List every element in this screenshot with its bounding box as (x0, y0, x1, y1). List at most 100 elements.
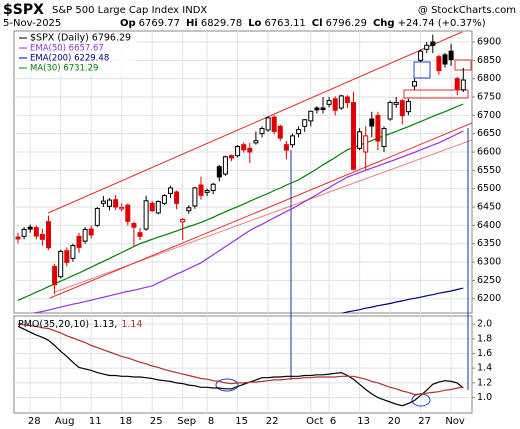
legend-entry: 1.14 (121, 319, 142, 330)
lower-grid (14, 316, 472, 413)
y-tick-label: 6650 (477, 128, 501, 139)
candle-body (357, 131, 363, 149)
candle-body (253, 140, 259, 144)
candle-body (198, 184, 204, 196)
y-tick-label: 6700 (477, 110, 501, 121)
candle-body (326, 100, 332, 105)
x-tick-label: 22 (266, 416, 279, 427)
candle-body (235, 146, 241, 157)
candle-body (351, 102, 356, 170)
candle-body (168, 187, 173, 194)
candle-body (131, 223, 137, 228)
candle-body (174, 191, 180, 204)
stat-value: 6763.11 (264, 18, 305, 29)
x-tick-label: 20 (388, 416, 401, 427)
candle-body (222, 156, 228, 175)
candle-body (363, 135, 369, 153)
index-name-text: S&P 500 Large Cap Index (52, 5, 179, 16)
candle-body (161, 195, 167, 204)
candle-body (387, 102, 393, 120)
candle-body (119, 206, 125, 210)
marker-ellipse (215, 378, 239, 392)
candle-body (204, 190, 210, 193)
candle-body (82, 228, 88, 242)
candle-body (76, 235, 82, 248)
plot-layer (15, 34, 466, 313)
lower-frame (13, 315, 473, 414)
candle-body (241, 144, 247, 151)
candle-body (107, 199, 112, 207)
y-tick-label: 6450 (477, 202, 501, 213)
candle-body (296, 129, 302, 135)
y-tick-label: 6800 (477, 73, 501, 84)
stat-value: 6796.29 (326, 18, 367, 29)
annotations (47, 31, 472, 299)
candle-body (113, 199, 119, 208)
source: @ StockCharts.com (418, 5, 516, 16)
candle-body (137, 232, 143, 237)
candle-body (94, 207, 100, 226)
legend-entry: MA(30) 6731.29 (30, 64, 98, 74)
stat-label: Hi (186, 18, 198, 29)
panel-title: PMO(35,20,10) (18, 319, 89, 330)
y-tick-label: 1.0 (477, 392, 492, 403)
candle-body (283, 144, 289, 151)
candle-body (21, 228, 27, 237)
candle-body (314, 107, 320, 111)
candle-body (58, 250, 64, 278)
candle-body (271, 116, 277, 132)
y-tick-label: 2.0 (477, 319, 492, 330)
y-tick-label: 6900 (477, 37, 501, 48)
candle-body (125, 204, 131, 222)
candle-body (418, 50, 424, 61)
red-box (403, 89, 469, 99)
x-tick-label: 28 (28, 416, 41, 427)
date: 5-Nov-2025 (3, 18, 61, 29)
y-tick-label: 6750 (477, 92, 501, 103)
y-tick-label: 6250 (477, 275, 501, 286)
candle-body (247, 147, 253, 153)
x-tick-label: Nov (445, 416, 465, 427)
index-name: S&P 500 Large Cap Index INDX (52, 5, 207, 16)
y-tick-label: 6600 (477, 147, 501, 158)
candle-body (70, 245, 76, 259)
candle-body (338, 95, 344, 109)
blue-box (413, 61, 431, 79)
candle-body (229, 155, 234, 159)
symbol: $SPX (3, 2, 44, 18)
x-tick-label: 27 (418, 416, 431, 427)
candle-body (277, 125, 283, 139)
y-tick-label: 6850 (477, 55, 501, 66)
x-tick-label: Aug (55, 416, 75, 427)
candle-body (442, 54, 448, 65)
candle-body (308, 110, 314, 122)
stat-value: 6829.78 (201, 18, 242, 29)
candle-body (216, 166, 222, 178)
x-tick-label: 15 (235, 416, 248, 427)
candle-body (180, 218, 186, 223)
support-line (54, 139, 472, 293)
candle-body (27, 226, 33, 230)
candle-body (369, 118, 375, 127)
y-tick-label: 6300 (477, 257, 501, 268)
candle-body (454, 78, 460, 90)
y-tick-label: 6500 (477, 183, 501, 194)
candle-body (460, 79, 466, 91)
main-grid (14, 31, 472, 313)
legend-entry: $SPX (Daily) 6796.29 (30, 33, 131, 44)
legend-box (16, 33, 136, 75)
candle-body (436, 56, 442, 72)
legend-entry: EMA(50) 6657.67 (30, 44, 104, 54)
stat-label: Chg (373, 18, 395, 29)
y-tick-label: 1.2 (477, 377, 492, 388)
stats: Op 6769.77 Hi 6829.78 Lo 6763.11 Cl 6796.29 Chg +… (120, 18, 486, 29)
exchange: INDX (182, 5, 207, 16)
x-tick-label: 11 (89, 416, 102, 427)
x-tick-label: 6 (330, 416, 336, 427)
candle-body (375, 114, 381, 142)
plot-layer (17, 323, 464, 407)
y-tick-label: 6550 (477, 165, 501, 176)
channel-lower (49, 122, 472, 299)
